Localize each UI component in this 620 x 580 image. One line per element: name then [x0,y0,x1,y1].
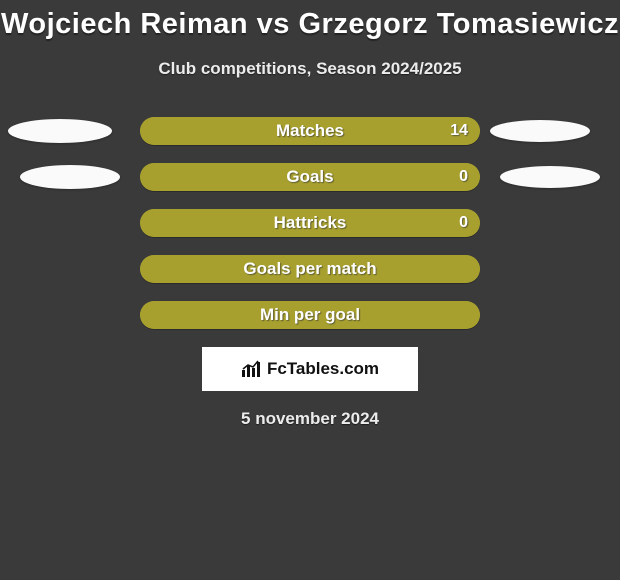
bar-track: Goals0 [140,163,480,191]
bar-track: Hattricks0 [140,209,480,237]
stat-row-goals-per-match: Goals per match [0,255,620,283]
stat-row-goals: Goals0 [0,163,620,191]
bar-track: Matches14 [140,117,480,145]
stat-row-matches: Matches14 [0,117,620,145]
chart-icon [241,360,263,378]
bar-track: Min per goal [140,301,480,329]
right-ellipse [500,166,600,188]
comparison-chart: Matches14 Goals0 Hattricks0 Goals per match… [0,117,620,329]
page-title: Wojciech Reiman vs Grzegorz Tomasiewicz [0,0,620,41]
bar-value: 0 [459,214,468,232]
bar-track: Goals per match [140,255,480,283]
bar-fill [140,117,480,145]
stat-row-min-per-goal: Min per goal [0,301,620,329]
left-ellipse [8,119,112,143]
bar-fill [140,209,480,237]
bar-value: 14 [450,122,468,140]
right-ellipse [490,120,590,142]
branding-text: FcTables.com [267,359,379,379]
bar-fill [140,163,480,191]
subtitle: Club competitions, Season 2024/2025 [0,59,620,79]
date-text: 5 november 2024 [0,409,620,429]
bar-value: 0 [459,168,468,186]
stat-row-hattricks: Hattricks0 [0,209,620,237]
bar-fill [140,255,480,283]
left-ellipse [20,165,120,189]
bar-fill [140,301,480,329]
branding-box: FcTables.com [202,347,418,391]
